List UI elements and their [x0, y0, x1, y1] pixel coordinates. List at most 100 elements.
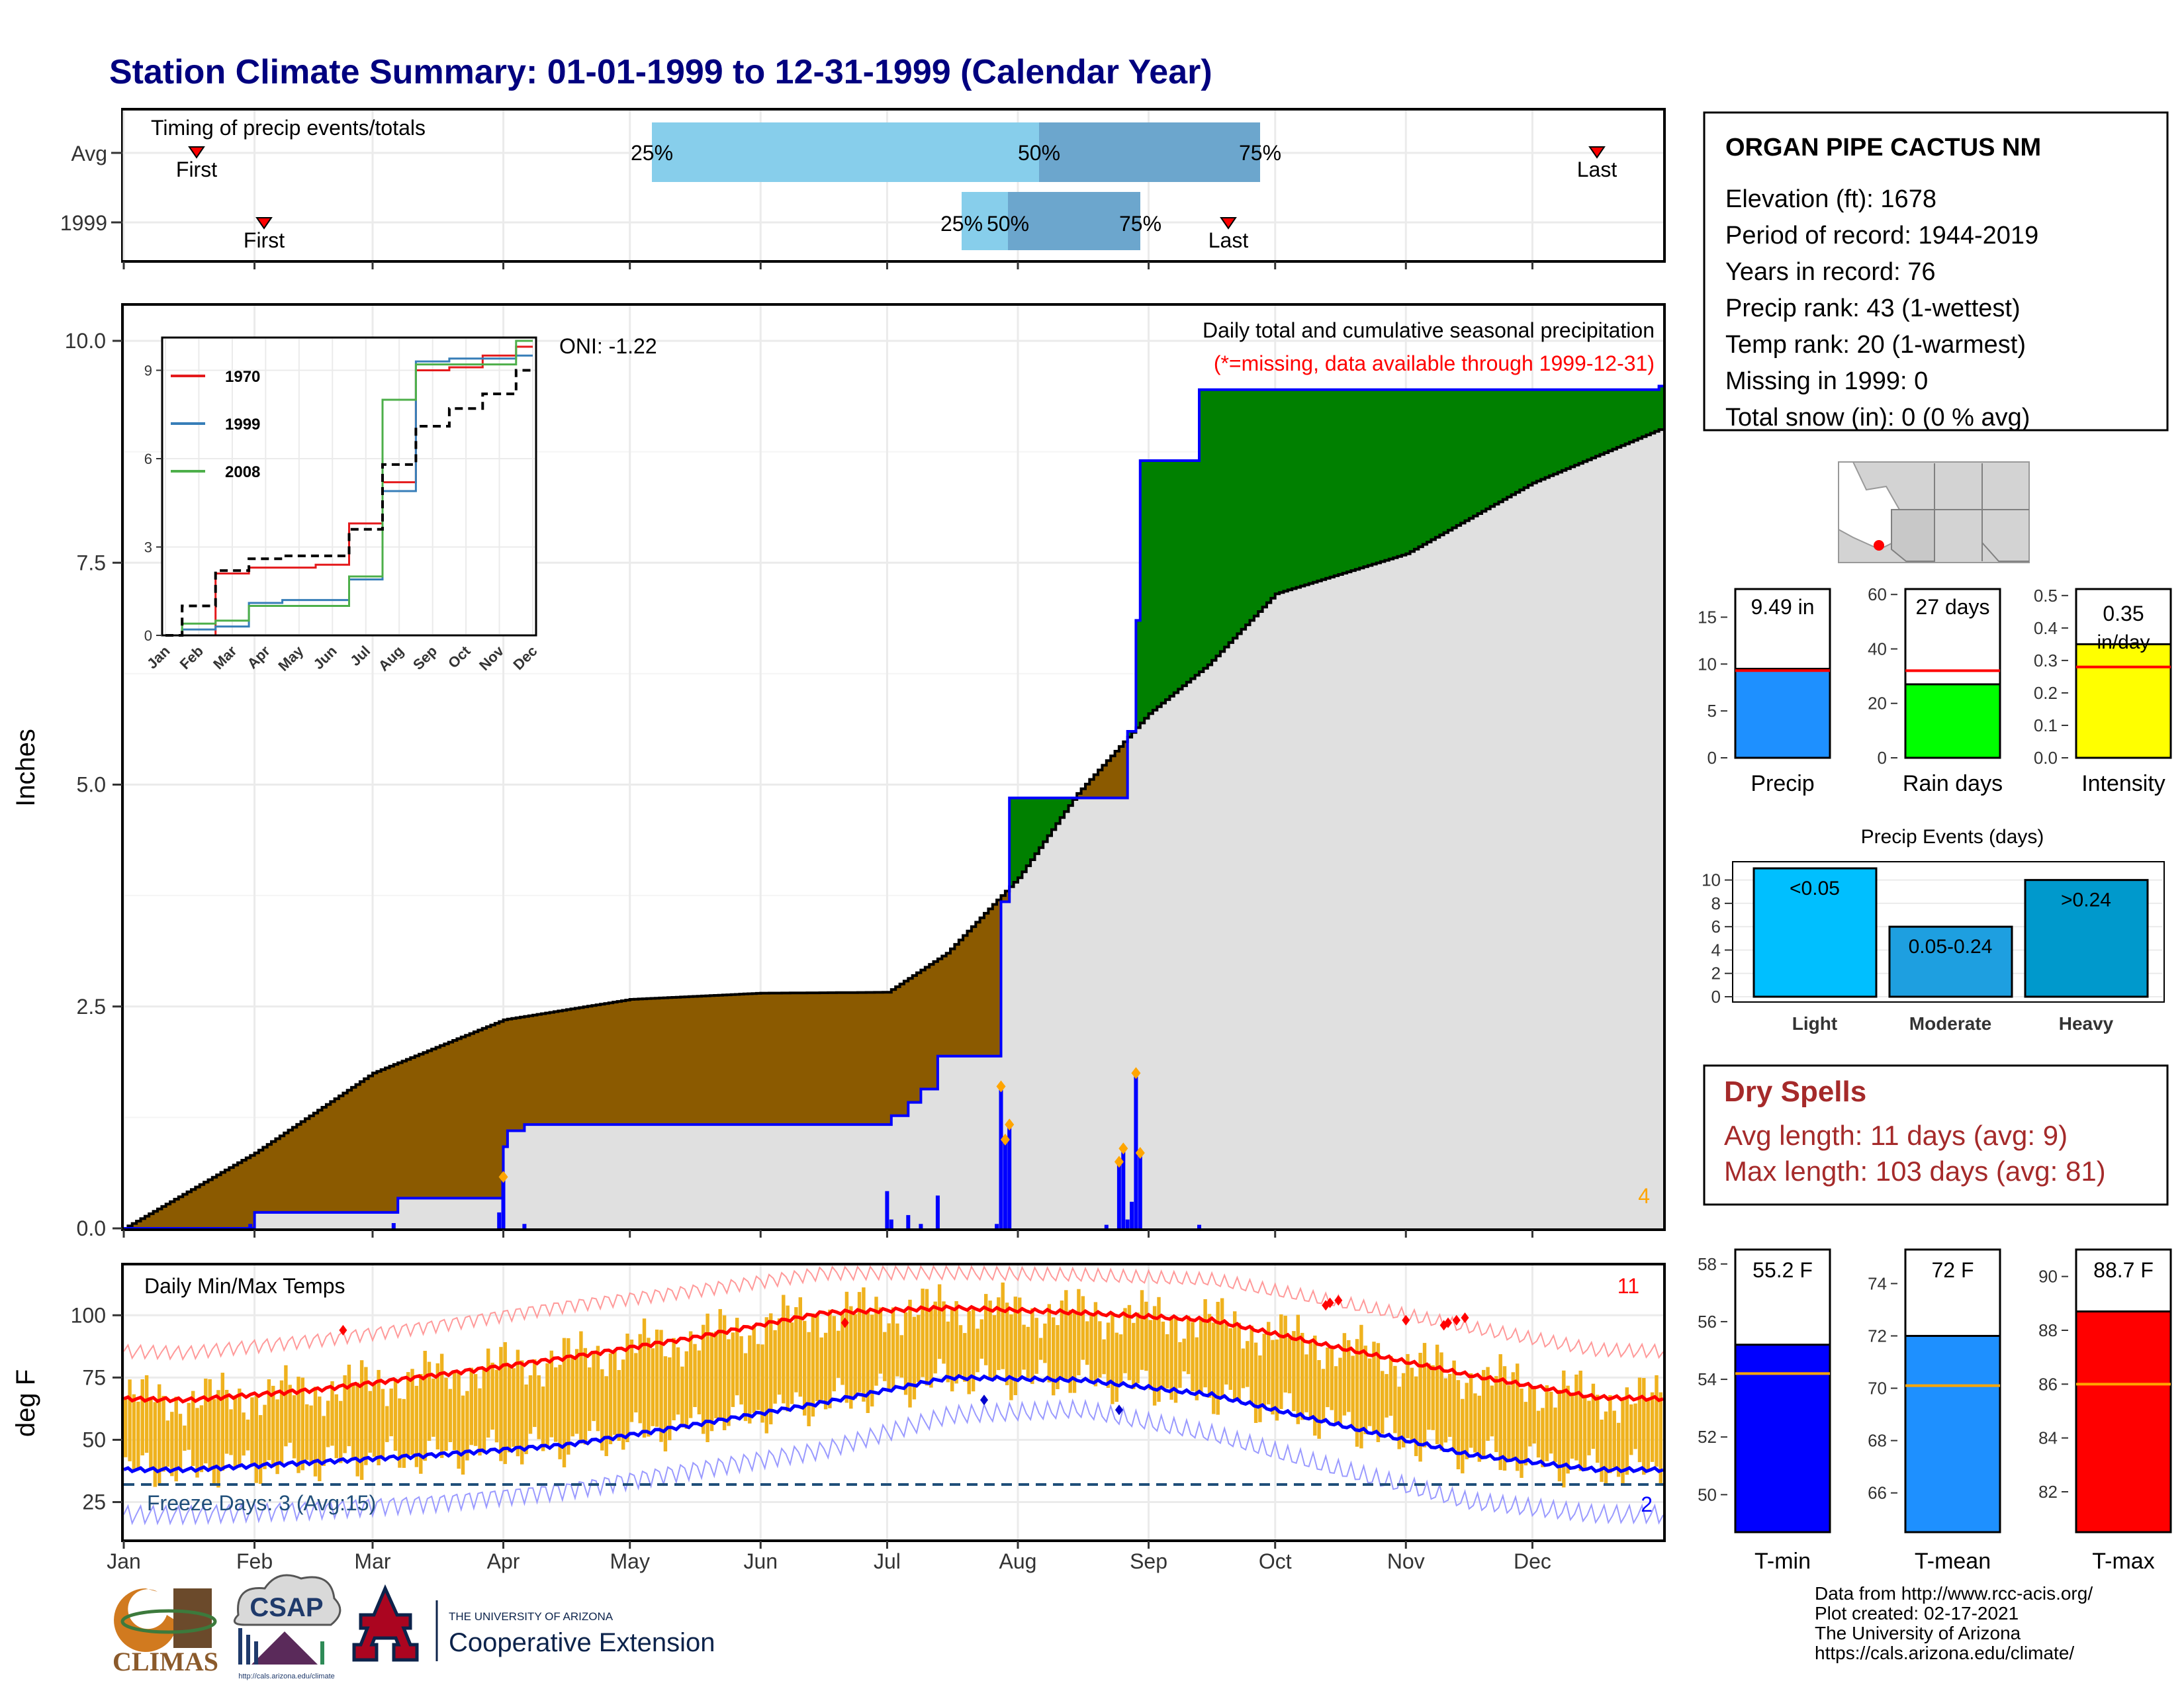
daily-temp-bar — [1604, 1411, 1608, 1485]
daily-temp-bar — [1212, 1322, 1216, 1414]
daily-temp-bar — [629, 1340, 634, 1422]
tmax-ytick-label: 86 — [2038, 1374, 2058, 1394]
daily-temp-bar — [1169, 1316, 1173, 1400]
cumulative-1999-line — [124, 385, 1663, 1230]
daily-temp-bar — [693, 1344, 697, 1407]
daily-temp-bar — [1144, 1301, 1148, 1371]
daily-temp-bar — [1157, 1297, 1161, 1402]
daily-temp-bar — [1427, 1363, 1431, 1430]
daily-temp-bar — [144, 1375, 149, 1453]
daily-temp-bar — [760, 1344, 764, 1423]
daily-temp-bar — [1385, 1374, 1388, 1418]
daily-temp-bar — [359, 1360, 364, 1480]
daily-temp-bar — [773, 1330, 777, 1404]
daily-temp-bar — [1482, 1369, 1486, 1457]
daily-temp-bar — [1541, 1408, 1545, 1467]
daily-temp-bar — [377, 1369, 381, 1465]
daily-temp-bar — [866, 1312, 870, 1413]
credits: Data from http://www.rcc-acis.org/ Plot … — [1815, 1583, 2093, 1663]
daily-temp-bar — [1490, 1385, 1494, 1437]
daily-temp-bar — [1233, 1311, 1237, 1402]
daily-precip-bar — [1138, 1153, 1142, 1228]
daily-temp-bar — [224, 1390, 229, 1454]
daily-temp-bar — [1005, 1303, 1009, 1385]
daily-temp-bar — [313, 1387, 318, 1477]
daily-precip-bar — [497, 1212, 502, 1228]
daily-temp-bar — [756, 1344, 760, 1410]
daily-temp-bar — [777, 1318, 782, 1395]
daily-temp-bar — [857, 1292, 862, 1393]
daily-temp-bar — [883, 1332, 887, 1381]
station-line-elevation: Elevation (ft): 1678 — [1725, 185, 1936, 213]
timing-avg-75-label: 75% — [1239, 141, 1281, 165]
events-bar-moderate — [1888, 925, 2013, 998]
precip-ytick-label: 2.5 — [77, 995, 106, 1019]
daily-temp-bar — [288, 1385, 292, 1443]
daily-temp-bar — [837, 1330, 841, 1378]
oni-text: ONI: -1.22 — [559, 334, 657, 358]
precip-ytick-label: 10 — [1698, 654, 1717, 674]
daily-temp-bar — [140, 1379, 144, 1455]
events-category-label: Moderate — [1909, 1013, 1991, 1034]
daily-temp-bar — [752, 1325, 756, 1413]
month-label: Jul — [874, 1549, 901, 1573]
daily-temp-bar — [1435, 1344, 1439, 1445]
daily-temp-bar — [807, 1332, 811, 1426]
daily-temp-bar — [1473, 1393, 1477, 1453]
inset-series-line — [165, 345, 533, 637]
daily-temp-bar — [1570, 1395, 1574, 1459]
daily-temp-bar — [199, 1405, 204, 1473]
daily-temp-bar — [735, 1318, 739, 1396]
csap-logo: CSAP http://cals.arizona.edu/climate — [233, 1574, 341, 1680]
daily-temp-bar — [258, 1415, 263, 1485]
daily-temp-bar — [659, 1330, 663, 1442]
daily-temp-bar — [950, 1308, 954, 1392]
daily-temp-bar — [444, 1377, 448, 1451]
page-title: Station Climate Summary: 01-01-1999 to 1… — [109, 53, 1212, 91]
daily-temp-bar — [520, 1360, 524, 1465]
daily-temp-bar — [427, 1361, 432, 1441]
daily-temp-bar — [1642, 1378, 1646, 1475]
daily-temp-bar — [149, 1400, 153, 1470]
month-label: Mar — [354, 1549, 390, 1573]
daily-temp-bar — [1342, 1333, 1347, 1416]
credit-line-university: The University of Arizona — [1815, 1623, 2021, 1643]
daily-temp-bar — [1102, 1339, 1106, 1375]
daily-temp-bar — [435, 1363, 440, 1449]
precip-ytick-label: 10.0 — [65, 329, 106, 353]
station-line-temp-rank: Temp rank: 20 (1-warmest) — [1725, 331, 2026, 359]
first-marker-1999-icon — [255, 217, 273, 230]
daily-temp-bar — [794, 1307, 798, 1393]
intensity-ytick-label: 0.4 — [2034, 618, 2058, 638]
daily-temp-bar — [963, 1333, 967, 1382]
daily-temp-bar — [469, 1367, 474, 1445]
daily-precip-bar — [889, 1219, 893, 1228]
daily-precip-bar — [935, 1195, 940, 1228]
daily-temp-bar — [191, 1391, 195, 1467]
daily-temp-bar — [246, 1419, 250, 1451]
daily-temp-bar — [292, 1395, 296, 1459]
daily-temp-bar — [997, 1297, 1001, 1371]
daily-temp-bar — [1363, 1346, 1367, 1434]
daily-temp-bar — [1616, 1422, 1621, 1477]
daily-temp-bar — [183, 1425, 187, 1451]
daily-precip-bar — [391, 1223, 396, 1228]
daily-temp-bar — [486, 1348, 490, 1438]
daily-max-marker-icon — [498, 1171, 508, 1183]
daily-temp-bar — [815, 1314, 819, 1401]
daily-temp-bar — [1191, 1322, 1195, 1391]
daily-temp-bar — [976, 1328, 979, 1373]
events-ytick-label: 2 — [1711, 964, 1721, 983]
dry-spells-max-line: Max length: 103 days (avg: 81) — [1724, 1156, 2106, 1187]
inset-ytick-label: 3 — [144, 539, 152, 556]
tmean-ytick-label: 70 — [1868, 1379, 1887, 1398]
daily-temp-bar — [823, 1332, 828, 1410]
station-line-precip-rank: Precip rank: 43 (1-wettest) — [1725, 295, 2021, 322]
daily-temp-bar — [718, 1308, 722, 1421]
temp-ytick-label: 75 — [82, 1365, 106, 1389]
daily-temp-bar — [1148, 1320, 1152, 1390]
events-ytick-label: 0 — [1711, 987, 1721, 1007]
daily-temp-bar — [242, 1412, 246, 1456]
daily-temp-bar — [832, 1316, 837, 1392]
